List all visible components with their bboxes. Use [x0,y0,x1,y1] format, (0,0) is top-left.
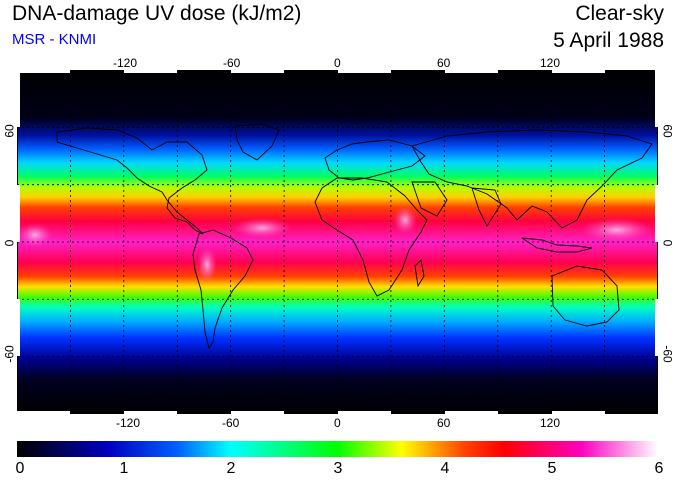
greenland-outline [234,123,280,161]
lon-tick-bottom-minus120: -120 [116,416,141,430]
hotspot-andes [197,247,217,283]
antarctica-outline [17,397,658,407]
hotspot-pacific-east [17,223,53,247]
lat-tick-right-60: 60 [660,124,675,138]
north-america-outline [56,127,208,235]
lon-tick-bottom-60: 60 [437,416,451,430]
africa-outline [314,177,428,297]
coastlines [17,123,658,407]
australia-outline [551,265,620,327]
asia-outline [411,129,653,229]
map-date: 5 April 1988 [553,29,664,52]
hotspot-pacific-central [232,218,292,238]
colorbar-label-5: 5 [547,460,557,477]
south-america-outline [192,229,254,350]
colorbar [17,441,658,457]
lat-tick-left-60: 60 [2,124,17,138]
lon-tick-top-120: 120 [540,56,561,70]
colorbar-gradient [17,441,658,457]
lon-tick-top-0: 0 [334,56,341,70]
colorbar-label-0: 0 [15,460,25,477]
lon-tick-top-minus60: -60 [223,56,241,70]
uv-dose-map [17,70,658,414]
lon-tick-top-minus120: -120 [113,56,138,70]
lat-tick-right-minus60: -60 [660,345,675,363]
colorbar-label-3: 3 [333,460,343,477]
lon-tick-bottom-minus60: -60 [222,416,240,430]
map-source: MSR - KNMI [12,31,97,48]
sky-condition: Clear-sky [575,2,664,25]
colorbar-label-6: 6 [654,460,664,477]
lon-tick-bottom-0: 0 [334,416,341,430]
lat-tick-left-0: 0 [2,239,17,247]
arabia-outline [411,181,448,217]
colorbar-label-4: 4 [440,460,450,477]
madagascar-outline [414,259,425,288]
lat-tick-right-0: 0 [660,239,675,247]
lat-tick-left-minus60: -60 [2,345,17,363]
lon-tick-bottom-120: 120 [540,416,561,430]
map-title: DNA-damage UV dose (kJ/m2) [12,2,302,25]
india-outline [471,187,502,227]
lon-tick-top-60: 60 [437,56,451,70]
colorbar-label-1: 1 [119,460,129,477]
europe-outline [324,139,426,181]
colorbar-label-2: 2 [226,460,236,477]
graticule [17,70,658,414]
hotspot-west-pacific [581,218,653,242]
frame-ticks [17,70,658,414]
hotspot-africa [393,206,417,234]
